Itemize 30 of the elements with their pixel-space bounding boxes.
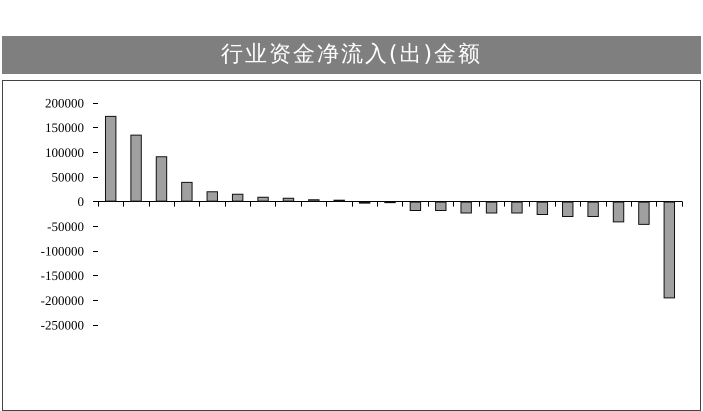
y-tick-label: -50000 — [47, 218, 84, 234]
y-tick-label: 150000 — [45, 120, 84, 136]
y-tick-label: 100000 — [45, 144, 84, 160]
bar — [587, 202, 599, 217]
y-tick-label: -250000 — [40, 318, 84, 332]
bar — [460, 202, 472, 214]
y-tick-label: -100000 — [40, 244, 84, 258]
bar — [257, 196, 269, 202]
chart-title: 行业资金净流入(出)金额 — [2, 36, 701, 74]
y-tick-label: -150000 — [40, 268, 84, 284]
bar — [104, 116, 116, 202]
y-tick-label: -200000 — [40, 292, 84, 308]
bar — [130, 134, 142, 202]
bar — [612, 202, 624, 222]
y-tick-label: 200000 — [45, 96, 84, 110]
bar — [410, 202, 422, 212]
bar — [664, 202, 676, 298]
bar — [638, 202, 650, 225]
bar — [511, 202, 523, 214]
bar — [156, 156, 168, 202]
bar — [562, 202, 574, 217]
y-tick-label: 0 — [78, 194, 84, 210]
bar — [181, 182, 193, 202]
bar — [486, 202, 498, 214]
bar — [282, 198, 294, 202]
bar — [435, 202, 446, 212]
bar — [232, 194, 244, 202]
bar — [206, 191, 218, 202]
y-tick-label: 50000 — [52, 170, 84, 184]
bar — [536, 202, 548, 215]
